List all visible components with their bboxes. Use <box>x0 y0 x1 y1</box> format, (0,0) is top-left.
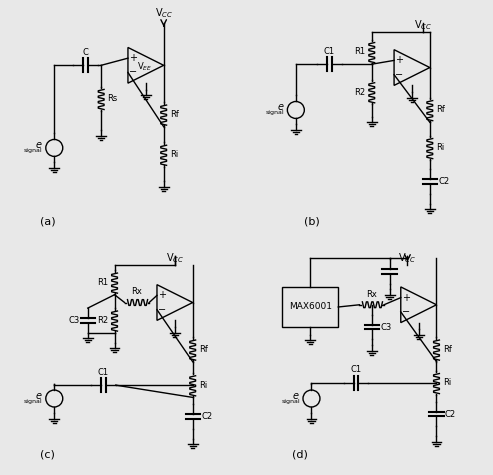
Text: $e$: $e$ <box>277 102 284 112</box>
Text: (a): (a) <box>40 217 55 227</box>
Text: (b): (b) <box>304 217 319 227</box>
Text: Ri: Ri <box>443 379 451 388</box>
Text: −: − <box>129 67 137 77</box>
Text: (c): (c) <box>40 449 55 459</box>
Text: V$_{CC}$: V$_{CC}$ <box>154 6 173 19</box>
Text: C2: C2 <box>201 412 212 421</box>
Text: C3: C3 <box>68 316 79 325</box>
Text: C1: C1 <box>324 47 335 56</box>
Text: $e$: $e$ <box>35 391 43 401</box>
Text: C: C <box>83 48 88 57</box>
Text: Ri: Ri <box>199 380 207 390</box>
Text: C3: C3 <box>380 323 391 332</box>
Text: $e$: $e$ <box>292 391 300 401</box>
Text: +: + <box>395 56 403 66</box>
Text: −: − <box>402 307 410 317</box>
Text: Rf: Rf <box>436 105 445 114</box>
Text: signal: signal <box>24 399 43 404</box>
Text: R2: R2 <box>354 87 365 96</box>
Text: C1: C1 <box>98 368 109 377</box>
Text: V$_{CC}$: V$_{CC}$ <box>166 251 184 265</box>
Text: C2: C2 <box>438 177 450 186</box>
Bar <box>282 287 338 327</box>
Text: +: + <box>158 290 166 300</box>
Text: +: + <box>402 293 410 303</box>
Text: signal: signal <box>281 399 300 404</box>
Text: signal: signal <box>24 148 43 153</box>
Text: Rf: Rf <box>170 110 179 119</box>
Text: (d): (d) <box>292 449 308 459</box>
Text: C1: C1 <box>351 365 362 374</box>
Text: −: − <box>395 70 403 80</box>
Text: V$_{CC}$: V$_{CC}$ <box>414 19 432 32</box>
Text: R1: R1 <box>354 48 365 57</box>
Text: R1: R1 <box>97 278 108 287</box>
Text: Rx: Rx <box>366 289 377 298</box>
Text: signal: signal <box>266 110 284 115</box>
Text: V$_{CC}$: V$_{CC}$ <box>398 251 417 265</box>
Text: $e$: $e$ <box>35 140 43 150</box>
Text: −: − <box>158 304 166 314</box>
Text: MAX6001: MAX6001 <box>289 303 332 312</box>
Text: Ri: Ri <box>436 143 444 152</box>
Text: C2: C2 <box>445 409 456 418</box>
Text: Rs: Rs <box>107 95 118 103</box>
Text: R2: R2 <box>97 316 108 325</box>
Text: Ri: Ri <box>170 150 178 159</box>
Text: Rx: Rx <box>132 287 142 296</box>
Text: Rf: Rf <box>199 345 208 354</box>
Text: Rf: Rf <box>443 345 452 354</box>
Text: V$_{EE}$: V$_{EE}$ <box>137 60 152 73</box>
Text: +: + <box>129 53 137 63</box>
